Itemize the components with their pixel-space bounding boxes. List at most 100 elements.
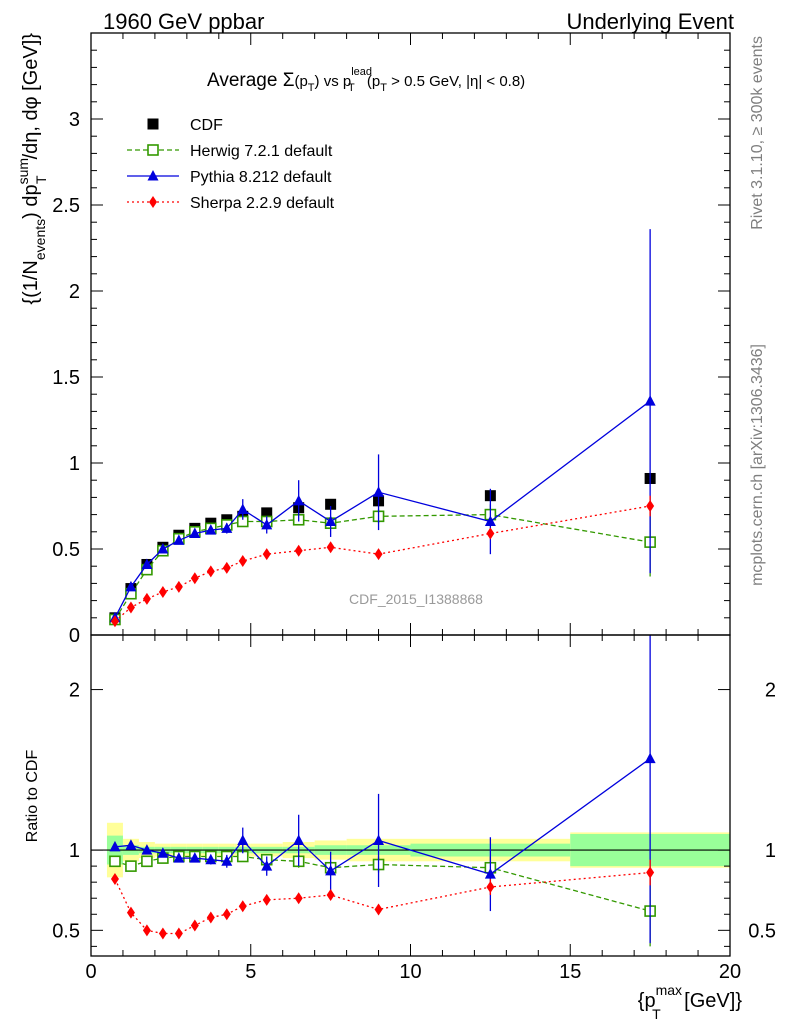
ratio-herwig-7-2-1-default-point — [141, 855, 153, 868]
legend-marker-herwig-7-2-1-default — [147, 144, 159, 156]
main-pythia-8-212-default-point — [157, 543, 169, 554]
main-frame — [90, 32, 731, 636]
ratio-herwig-7-2-1-default-point — [109, 855, 121, 868]
legend-label-cdf: CDF — [190, 117, 223, 134]
ratio-sherpa-2-2-9-default-point — [110, 872, 119, 885]
ratio-herwig-7-2-1-default-point — [125, 860, 137, 872]
ratio-pythia-8-212-default-point — [189, 852, 201, 863]
main-y-tick-label: 0 — [69, 625, 80, 647]
ratio-sherpa-2-2-9-default-point — [206, 911, 215, 924]
main-sherpa-2-2-9-default-point — [294, 544, 303, 557]
legend-marker-cdf — [147, 118, 159, 130]
main-ylabel: {(1/Nevents) dpsum T/dη, dφ [GeV]} — [15, 33, 49, 305]
main-sherpa-2-2-9-default-point — [174, 580, 183, 593]
ratio-pythia-8-212-default-point — [261, 860, 273, 871]
main-pythia-8-212-default-point — [261, 518, 273, 530]
main-pythia-8-212-default-point — [237, 503, 249, 514]
ratio-sherpa-2-2-9-default-point — [222, 908, 231, 921]
ratio-pythia-8-212-default-point — [644, 752, 656, 764]
legend-marker-sherpa-2-2-9-default — [149, 196, 157, 208]
ratio-sherpa-2-2-9-default-point — [190, 919, 199, 932]
ratio-pythia-8-212-default-point — [484, 868, 496, 879]
ratio-pythia-8-212-default-point — [173, 852, 185, 863]
ratio-sherpa-2-2-9-default-point — [646, 866, 655, 879]
ratio-sherpa-2-2-9-default-point — [326, 889, 335, 902]
main-sherpa-2-2-9-default-point — [326, 541, 335, 554]
main-pythia-8-212-default-point — [644, 395, 656, 406]
main-sherpa-2-2-9-default-point — [158, 586, 167, 598]
main-cdf-point — [325, 498, 337, 510]
main-pythia-8-212-default-point — [173, 534, 185, 545]
main-sherpa-2-2-9-default-point — [206, 565, 215, 578]
ratio-pythia-8-212-default-point — [157, 847, 169, 858]
ratio-pythia-8-212-default-point — [293, 834, 305, 845]
main-pythia-8-212-default-point — [125, 580, 137, 592]
x-tick-label: 10 — [399, 961, 421, 983]
main-sherpa-2-2-9-default-point — [646, 500, 655, 512]
ratio-pythia-8-212-default-point — [237, 834, 249, 845]
ratio-y-tick-label: 1 — [69, 840, 80, 862]
main-y-tick-label: 1 — [69, 453, 80, 475]
legend-label-sherpa-2-2-9-default: Sherpa 2.2.9 default — [190, 195, 335, 212]
ratio-pythia-8-212-default-point — [373, 834, 385, 845]
ratio-sherpa-2-2-9-default-point — [262, 893, 271, 906]
analysis-watermark: CDF_2015_I1388868 — [349, 591, 483, 607]
header-left: 1960 GeV ppbar — [103, 9, 264, 34]
main-sherpa-2-2-9-default-point — [190, 572, 199, 585]
ratio-y-tick-label-right: 1 — [765, 840, 776, 862]
ratio-pythia-8-212-default-point — [141, 844, 153, 855]
rivet-label: Rivet 3.1.10, ≥ 300k events — [749, 36, 766, 230]
legend-label-herwig-7-2-1-default: Herwig 7.2.1 default — [190, 143, 333, 160]
main-pythia-8-212-default-point — [293, 494, 305, 506]
main-y-tick-label: 2 — [69, 281, 80, 303]
legend: CDF Herwig 7.2.1 default Pythia 8.212 defa… — [127, 117, 335, 212]
main-y-tick-label: 0.5 — [52, 539, 80, 561]
ratio-y-tick-label: 2 — [69, 680, 80, 702]
ratio-ylabel: Ratio to CDF — [24, 750, 41, 843]
x-tick-label: 5 — [245, 961, 256, 983]
main-pythia-8-212-default-point — [205, 524, 217, 535]
main-pythia-8-212-default-point — [484, 515, 496, 526]
ratio-sherpa-2-2-9-default-point — [486, 880, 495, 893]
main-sherpa-2-2-9-default-point — [486, 527, 495, 540]
main-plot-area — [109, 229, 656, 628]
main-pythia-8-212-default-point — [141, 558, 153, 569]
ratio-plot-area — [109, 635, 656, 947]
main-sherpa-2-2-9-default-point — [222, 561, 231, 574]
header-right: Underlying Event — [566, 9, 734, 34]
x-tick-label: 0 — [85, 961, 96, 983]
main-sherpa-2-2-9-default-point — [238, 555, 247, 568]
ratio-sherpa-2-2-9-default-point — [374, 903, 383, 916]
main-y-tick-label: 1.5 — [52, 367, 80, 389]
main-y-tick-label: 3 — [69, 109, 80, 131]
chart-title: Average Σ(pT) vs plead T (pT > 0.5 GeV, |… — [207, 66, 525, 94]
main-y-tick-label: 2.5 — [52, 195, 80, 217]
ratio-pythia-8-212-default-point — [109, 840, 121, 852]
ratio-pythia-8-212-default-point — [125, 839, 137, 850]
ratio-y-tick-label-right: 2 — [765, 680, 776, 702]
ratio-pythia-8-212-default-point — [325, 864, 337, 876]
main-sherpa-2-2-9-default-point — [262, 548, 271, 561]
ratio-sherpa-2-2-9-default-point — [126, 906, 135, 919]
main-sherpa-2-2-9-default-point — [126, 601, 135, 614]
main-sherpa-2-2-9-default-point — [142, 592, 151, 605]
ratio-frame — [90, 634, 731, 957]
main-cdf-point — [261, 507, 273, 519]
main-pythia-8-212-default-point — [325, 515, 337, 526]
x-axis-label: {pmax T [GeV]} — [638, 982, 743, 1022]
main-sherpa-2-2-9-default-point — [110, 615, 119, 628]
x-tick-label: 15 — [559, 961, 581, 983]
ratio-sherpa-2-2-9-default-point — [142, 924, 151, 937]
ratio-y-tick-label: 0.5 — [52, 920, 80, 942]
x-tick-label: 20 — [719, 961, 741, 983]
main-sherpa-2-2-9-default-point — [374, 548, 383, 561]
main-pythia-8-212-default-point — [221, 522, 233, 533]
ratio-pythia-8-212-default-point — [205, 853, 217, 865]
legend-label-pythia-8-212-default: Pythia 8.212 default — [190, 169, 332, 186]
main-pythia-8-212-default-line — [114, 400, 651, 619]
main-pythia-8-212-default-point — [373, 486, 385, 497]
ratio-pythia-8-212-default-point — [221, 855, 233, 866]
mcplots-label: mcplots.cern.ch [arXiv:1306.3436] — [749, 344, 766, 586]
